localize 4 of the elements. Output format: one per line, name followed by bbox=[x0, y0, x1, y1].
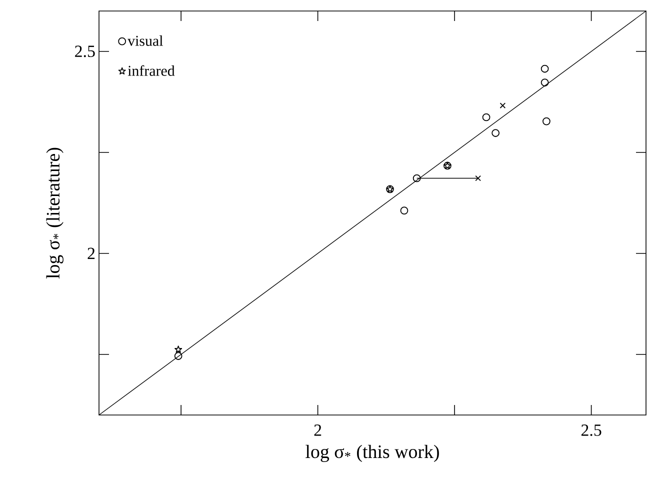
legend-label: visual bbox=[128, 35, 163, 46]
legend-label: infrared bbox=[128, 65, 175, 76]
y-axis-title: log σ$_{*}$ (literature) bbox=[46, 148, 64, 279]
x-axis-title: log σ$_{*}$ (this work) bbox=[306, 444, 439, 462]
